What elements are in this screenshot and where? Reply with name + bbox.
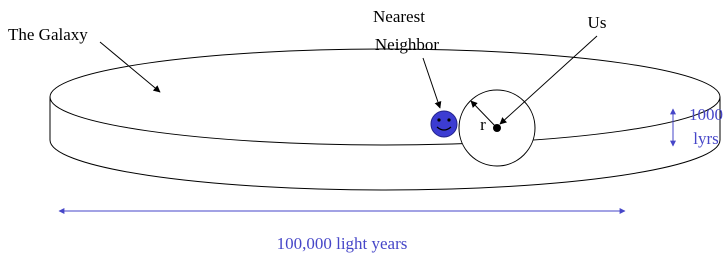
thickness-label: lyrs — [693, 129, 719, 148]
galaxy-label: The Galaxy — [8, 25, 88, 44]
neighbor-label: Nearest — [373, 7, 425, 26]
neighbor-smiley — [431, 111, 457, 137]
radius-label: r — [480, 115, 486, 134]
thickness-label: 1000 — [689, 105, 723, 124]
us-pointer — [500, 36, 597, 124]
neighbor-pointer — [423, 58, 440, 108]
us-label: Us — [588, 13, 607, 32]
galaxy-bottom-rim — [50, 140, 720, 190]
galaxy-top — [50, 49, 720, 145]
diagram: The Galaxy Nearest Neighbor Us r 1000 ly… — [0, 0, 725, 258]
diameter-label: 100,000 light years — [277, 234, 408, 253]
neighbor-label: Neighbor — [375, 35, 440, 54]
galaxy-pointer — [100, 42, 160, 92]
